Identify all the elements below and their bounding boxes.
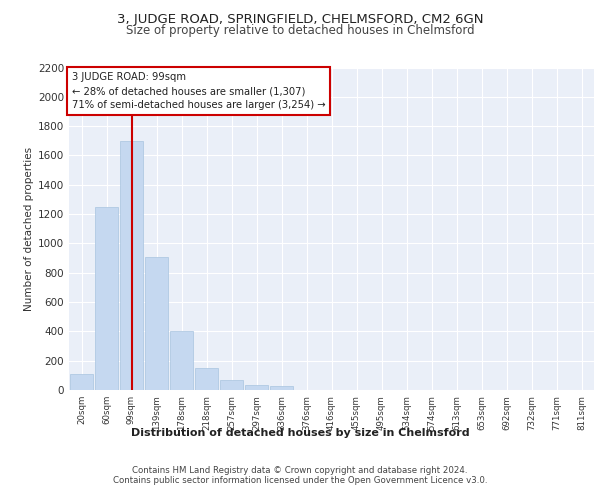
Bar bbox=[120, 141, 143, 390]
Bar bbox=[170, 332, 193, 390]
Text: Contains HM Land Registry data © Crown copyright and database right 2024.: Contains HM Land Registry data © Crown c… bbox=[132, 466, 468, 475]
Text: Distribution of detached houses by size in Chelmsford: Distribution of detached houses by size … bbox=[131, 428, 469, 438]
Y-axis label: Number of detached properties: Number of detached properties bbox=[24, 146, 34, 311]
Bar bbox=[145, 256, 168, 390]
Bar bbox=[95, 207, 118, 390]
Bar bbox=[70, 374, 93, 390]
Text: 3, JUDGE ROAD, SPRINGFIELD, CHELMSFORD, CM2 6GN: 3, JUDGE ROAD, SPRINGFIELD, CHELMSFORD, … bbox=[117, 12, 483, 26]
Bar bbox=[270, 386, 293, 390]
Bar bbox=[195, 368, 218, 390]
Bar bbox=[220, 380, 243, 390]
Text: Size of property relative to detached houses in Chelmsford: Size of property relative to detached ho… bbox=[125, 24, 475, 37]
Text: Contains public sector information licensed under the Open Government Licence v3: Contains public sector information licen… bbox=[113, 476, 487, 485]
Text: 3 JUDGE ROAD: 99sqm
← 28% of detached houses are smaller (1,307)
71% of semi-det: 3 JUDGE ROAD: 99sqm ← 28% of detached ho… bbox=[71, 72, 325, 110]
Bar bbox=[245, 385, 268, 390]
